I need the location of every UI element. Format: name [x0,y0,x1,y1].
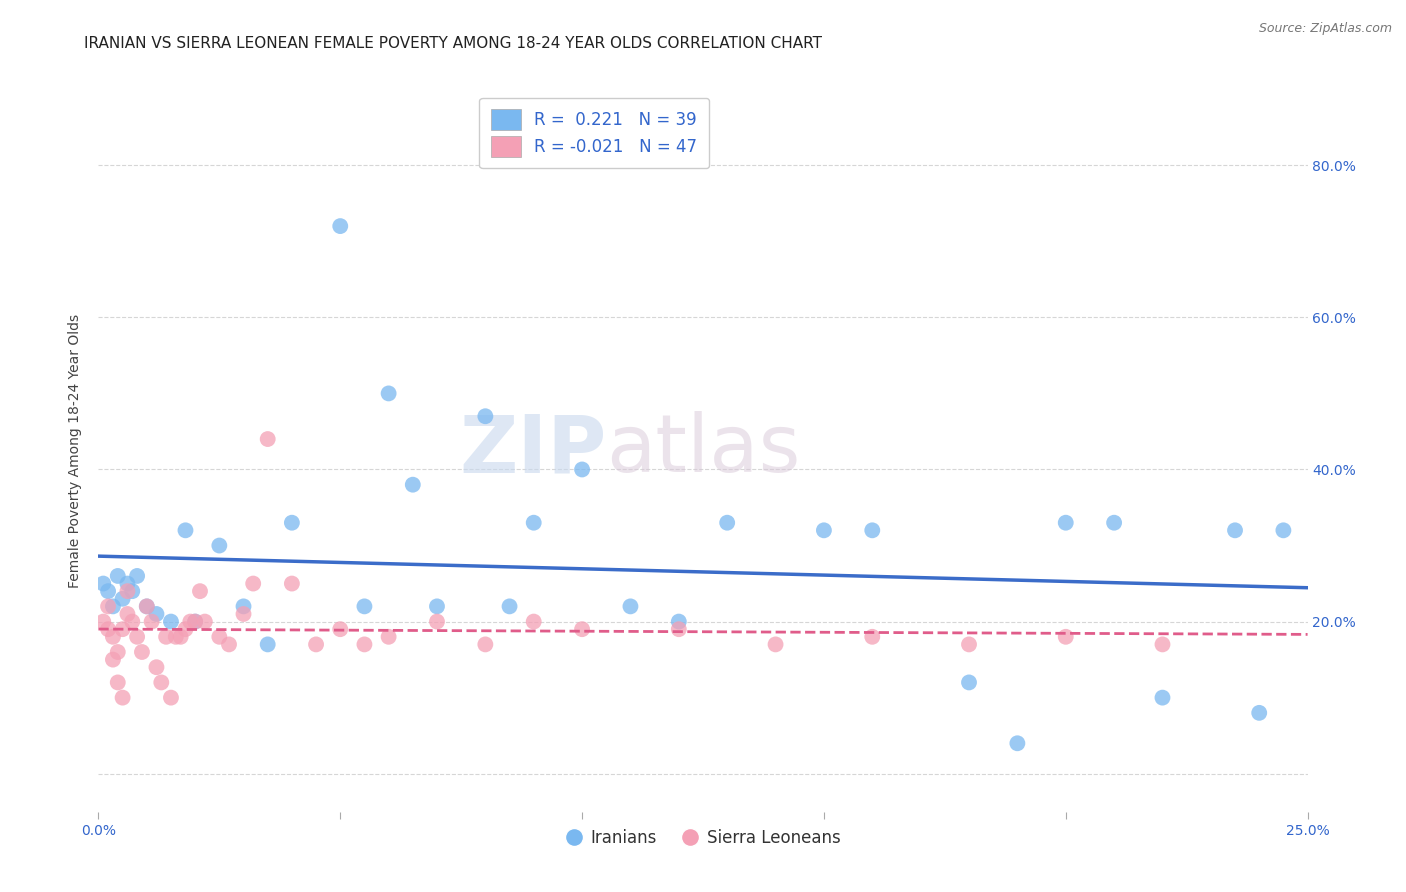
Legend: Iranians, Sierra Leoneans: Iranians, Sierra Leoneans [558,822,848,854]
Point [218,637,240,651]
Point [174,524,197,538]
Point [377,386,399,401]
Point [127,630,149,644]
Text: IRANIAN VS SIERRA LEONEAN FEMALE POVERTY AMONG 18-24 YEAR OLDS CORRELATION CHART: IRANIAN VS SIERRA LEONEAN FEMALE POVERTY… [84,36,823,51]
Point [281,576,304,591]
Point [353,599,375,614]
Point [97,584,120,599]
Text: ZIP: ZIP [458,411,606,490]
Point [1249,706,1271,720]
Point [765,637,787,651]
Text: Source: ZipAtlas.com: Source: ZipAtlas.com [1258,22,1392,36]
Point [135,599,157,614]
Point [160,690,183,705]
Point [329,219,352,233]
Point [426,599,449,614]
Point [188,584,211,599]
Point [150,675,173,690]
Point [402,477,425,491]
Point [117,607,139,621]
Point [523,615,546,629]
Point [256,637,278,651]
Point [179,615,201,629]
Point [498,599,520,614]
Point [1007,736,1029,750]
Point [571,622,593,636]
Point [194,615,217,629]
Point [957,675,980,690]
Point [668,615,690,629]
Point [474,409,496,424]
Point [208,630,231,644]
Point [1152,690,1174,705]
Point [1152,637,1174,651]
Point [107,645,129,659]
Point [97,622,120,636]
Point [101,599,124,614]
Point [208,539,231,553]
Text: atlas: atlas [606,411,800,490]
Point [111,591,134,606]
Point [668,622,690,636]
Point [101,652,124,666]
Point [117,584,139,599]
Point [101,630,124,644]
Point [1102,516,1125,530]
Point [131,645,153,659]
Point [155,630,177,644]
Point [91,576,114,591]
Point [184,615,207,629]
Point [1054,630,1077,644]
Y-axis label: Female Poverty Among 18-24 Year Olds: Female Poverty Among 18-24 Year Olds [69,313,83,588]
Point [184,615,207,629]
Point [957,637,980,651]
Point [232,599,254,614]
Point [523,516,546,530]
Point [160,615,183,629]
Point [571,462,593,476]
Point [135,599,157,614]
Point [860,524,883,538]
Point [281,516,304,530]
Point [813,524,835,538]
Point [619,599,641,614]
Point [169,630,191,644]
Point [111,690,134,705]
Point [232,607,254,621]
Point [329,622,352,636]
Point [174,622,197,636]
Point [165,630,187,644]
Point [121,584,143,599]
Point [91,615,114,629]
Point [860,630,883,644]
Point [353,637,375,651]
Point [242,576,264,591]
Point [107,569,129,583]
Point [111,622,134,636]
Point [107,675,129,690]
Point [145,607,167,621]
Point [141,615,163,629]
Point [256,432,278,446]
Point [474,637,496,651]
Point [1223,524,1246,538]
Point [127,569,149,583]
Point [97,599,120,614]
Point [117,576,139,591]
Point [377,630,399,644]
Point [716,516,738,530]
Point [1054,516,1077,530]
Point [1272,524,1295,538]
Point [426,615,449,629]
Point [121,615,143,629]
Point [145,660,167,674]
Point [305,637,328,651]
